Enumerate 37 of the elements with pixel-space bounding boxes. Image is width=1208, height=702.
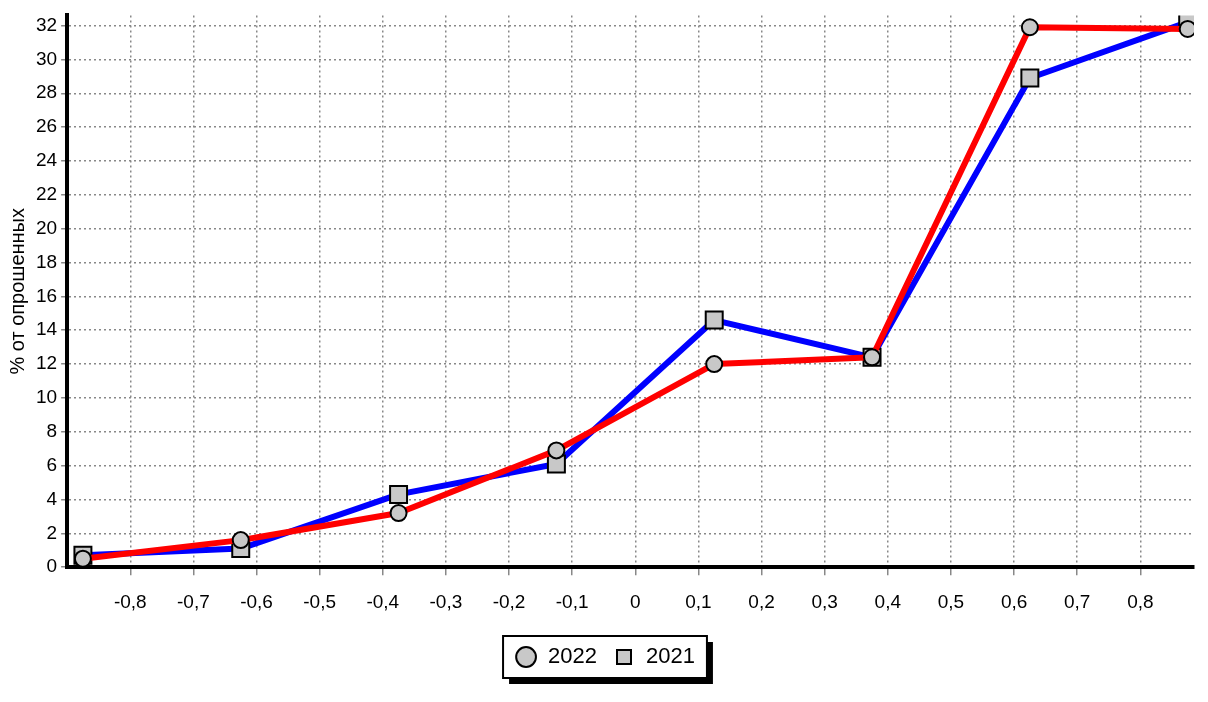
x-tick-label: -0,8 — [113, 590, 147, 612]
y-tick-label: 6 — [46, 453, 58, 475]
x-tick-label: 0,4 — [874, 590, 902, 612]
x-tick-label: -0,2 — [492, 590, 526, 612]
y-tick-label: 0 — [46, 555, 58, 577]
x-tick-label: -0,1 — [555, 590, 589, 612]
y-tick-label: 8 — [46, 420, 58, 442]
x-tick-label: 0,8 — [1127, 590, 1154, 612]
x-tick-label: 0,7 — [1064, 590, 1091, 612]
x-tick-label: -0,6 — [240, 590, 273, 612]
x-tick-label: 0 — [630, 590, 641, 612]
x-tick-label: 0,1 — [685, 590, 712, 612]
y-tick-label: 16 — [35, 284, 58, 306]
y-tick-label: 14 — [35, 318, 58, 340]
x-tick-label: 0,5 — [937, 590, 965, 612]
y-tick-label: 30 — [35, 47, 58, 69]
y-tick-label: 10 — [35, 386, 58, 408]
y-tick-label: 12 — [35, 352, 58, 374]
y-tick-label: 2 — [46, 521, 58, 543]
legend-label: 2021 — [646, 643, 695, 669]
y-axis-title: % от опрошенных — [5, 208, 28, 375]
y-tick-label: 4 — [46, 487, 58, 509]
y-tick-label: 20 — [35, 216, 58, 238]
x-tick-label: 0,3 — [811, 590, 838, 612]
x-tick-label: 0,6 — [1000, 590, 1028, 612]
x-tick-label: -0,7 — [177, 590, 210, 612]
x-tick-label: -0,3 — [429, 590, 463, 612]
y-tick-label: 24 — [35, 149, 58, 171]
x-tick-label: -0,5 — [303, 590, 337, 612]
y-tick-label: 28 — [35, 81, 58, 103]
x-tick-label: -0,4 — [366, 590, 400, 612]
y-tick-label: 32 — [35, 13, 58, 35]
legend-label: 2022 — [548, 643, 598, 669]
y-tick-label: 18 — [35, 250, 58, 272]
x-tick-label: 0,2 — [748, 590, 775, 612]
y-tick-label: 26 — [35, 115, 58, 137]
y-tick-label: 22 — [35, 183, 58, 205]
